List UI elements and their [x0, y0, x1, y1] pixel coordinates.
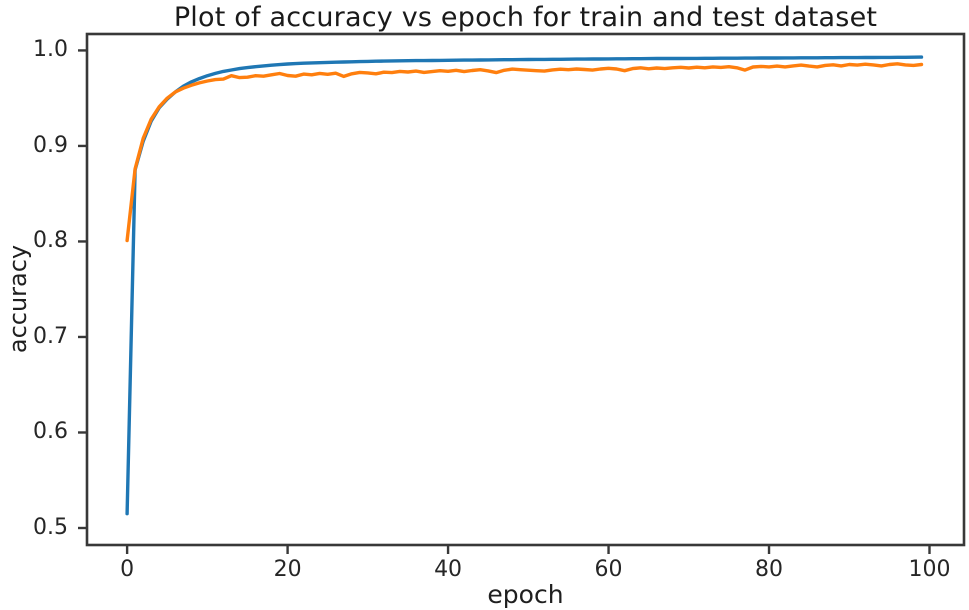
series-lines: [125, 55, 924, 516]
y-tick-label: 0.9: [33, 132, 68, 158]
train-line: [125, 55, 924, 516]
chart-title: Plot of accuracy vs epoch for train and …: [173, 2, 878, 33]
x-axis-label: epoch: [487, 580, 564, 609]
axes-frame: [85, 32, 966, 547]
x-tick-label: 60: [594, 557, 623, 582]
y-tick-label: 0.6: [33, 419, 68, 445]
x-tick-label: 20: [273, 557, 302, 582]
y-tick-label: 0.7: [33, 323, 68, 349]
x-tick-label: 0: [120, 557, 135, 582]
y-tick-label: 1.0: [33, 37, 68, 63]
y-tick-label: 0.8: [33, 228, 68, 254]
x-tick-label: 100: [908, 557, 951, 582]
test-line: [125, 62, 924, 243]
tick-marks: [78, 49, 931, 554]
x-tick-label: 40: [434, 557, 463, 582]
x-tick-label: 80: [755, 557, 784, 582]
y-tick-label: 0.5: [33, 514, 68, 540]
